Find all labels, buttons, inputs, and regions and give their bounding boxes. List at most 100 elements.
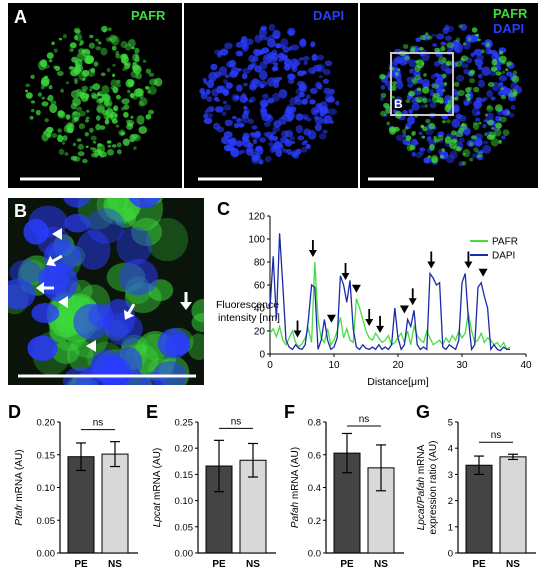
cell	[405, 135, 412, 141]
cell	[469, 141, 474, 147]
cell	[444, 94, 453, 103]
cell	[445, 61, 451, 66]
cell	[109, 111, 118, 121]
cell	[278, 89, 288, 99]
cell	[446, 60, 453, 66]
cell	[476, 154, 482, 158]
panel-letter-a: A	[14, 7, 27, 27]
cell	[231, 115, 237, 120]
cell	[408, 59, 417, 68]
profile-arrow	[341, 263, 350, 280]
cell	[425, 32, 429, 36]
cell	[115, 124, 120, 128]
cell	[268, 23, 276, 32]
y-axis-label: Lpcat/Pafah mRNA	[416, 444, 427, 530]
cell	[164, 334, 191, 356]
cell	[272, 29, 281, 39]
cell	[419, 34, 427, 41]
cell	[49, 103, 58, 114]
cell	[484, 132, 488, 137]
cell	[222, 100, 227, 104]
cell	[461, 161, 467, 166]
profile-arrow	[427, 251, 436, 269]
cell	[148, 109, 154, 115]
cell	[135, 72, 142, 80]
cell	[476, 54, 484, 61]
cell	[439, 154, 445, 159]
cell	[455, 131, 463, 138]
cell	[473, 86, 480, 93]
x-tick-label: 0	[267, 360, 273, 371]
cell	[458, 137, 465, 143]
cell	[241, 92, 247, 99]
cell	[116, 79, 121, 84]
cell	[275, 43, 281, 49]
cell	[112, 86, 119, 94]
y-tick-label: 100	[248, 235, 265, 246]
cell	[105, 116, 110, 120]
y-tick-label: 0.10	[175, 496, 194, 507]
cell	[116, 142, 122, 148]
cell	[433, 138, 440, 143]
cell	[472, 121, 478, 126]
cell	[191, 299, 204, 323]
cell	[31, 303, 60, 323]
cell	[473, 100, 483, 109]
cell	[271, 49, 278, 55]
cell	[485, 112, 495, 120]
cell	[410, 48, 415, 54]
cell	[429, 144, 435, 151]
profile-arrowhead	[351, 284, 361, 293]
y-axis-label: Pafah mRNA (AU)	[290, 447, 301, 528]
cell	[486, 89, 493, 98]
cell	[221, 136, 230, 145]
cell	[391, 84, 397, 92]
cell	[128, 198, 161, 209]
cell	[465, 93, 471, 98]
cell	[441, 73, 447, 79]
y-tick-label: 0.00	[175, 549, 194, 560]
cell	[501, 70, 506, 75]
cell	[267, 77, 276, 87]
cell	[112, 63, 116, 67]
cell	[509, 112, 515, 118]
cell	[202, 77, 207, 82]
cell	[303, 60, 308, 65]
cell	[309, 87, 318, 95]
cell	[487, 82, 495, 87]
cell	[419, 150, 424, 156]
cell	[404, 55, 411, 61]
cell	[259, 83, 265, 89]
cell	[411, 138, 418, 147]
cell	[98, 98, 103, 103]
cell	[386, 121, 390, 126]
cell	[425, 128, 434, 135]
cell	[303, 140, 309, 144]
cell	[90, 135, 97, 141]
cell	[444, 24, 450, 31]
cell	[223, 104, 232, 111]
cell	[296, 70, 305, 77]
cell	[316, 54, 325, 61]
cell	[235, 41, 244, 48]
cell	[258, 159, 264, 165]
cell	[453, 96, 459, 101]
cell	[116, 83, 121, 88]
cell	[97, 91, 103, 97]
cell	[250, 132, 258, 139]
cell	[501, 135, 506, 140]
cell	[402, 129, 407, 134]
arrow-head	[46, 255, 57, 267]
arrow-marker	[36, 282, 54, 294]
cell	[465, 87, 471, 93]
cell	[230, 66, 240, 76]
cell	[252, 138, 258, 145]
cell	[490, 96, 496, 101]
cell	[238, 122, 245, 128]
cell	[51, 133, 58, 138]
cell	[8, 279, 36, 310]
cell	[262, 54, 272, 65]
cell	[469, 157, 474, 162]
profile-arrow	[376, 315, 385, 333]
cell	[435, 99, 440, 103]
